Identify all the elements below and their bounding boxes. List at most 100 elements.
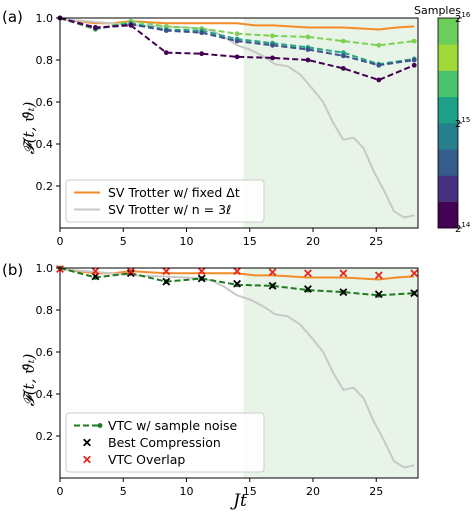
series-x-marker	[410, 289, 419, 298]
y-tick-label: 0.8	[36, 54, 54, 67]
x-tick-label: 5	[120, 485, 127, 498]
y-tick-label: 1.0	[36, 262, 54, 275]
series-x-marker	[197, 274, 206, 283]
x-tick-label: 25	[369, 485, 383, 498]
panel-b-label: (b)	[2, 261, 23, 279]
x-tick-label: 5	[120, 235, 127, 248]
panel-b-ylabel: 𝓕(t, ϑ̂ₜ)	[20, 353, 38, 406]
series-point	[340, 66, 346, 71]
series-point	[376, 77, 382, 83]
series-point	[234, 38, 240, 44]
series-x-marker	[304, 269, 312, 278]
series-x-marker	[233, 267, 242, 276]
colorbar: Samples 216 215 214	[414, 4, 471, 235]
x-tick-label: 20	[306, 485, 320, 498]
legend-label: SV Trotter w/ n = 3ℓ	[108, 202, 231, 217]
panel-a-shade	[243, 18, 418, 228]
y-tick-label: 0.6	[36, 96, 54, 109]
series-point	[411, 38, 417, 44]
colorbar-cell	[438, 149, 458, 176]
series-x-marker	[374, 271, 383, 280]
panel-b-frame	[59, 267, 419, 479]
colorbar-cell	[438, 201, 458, 229]
colorbar-tick-label: 215	[455, 116, 470, 130]
series-x-marker	[91, 267, 100, 276]
series-line	[59, 17, 415, 82]
series-x-marker	[126, 269, 135, 278]
series-point	[128, 22, 134, 28]
series-point	[234, 54, 240, 60]
series-x-marker	[233, 279, 242, 288]
colorbar-cell	[438, 175, 458, 203]
panel-b-shade	[243, 268, 418, 478]
colorbar-tick-label: 216	[455, 11, 471, 25]
x-tick-label: 10	[180, 485, 194, 498]
y-tick-label: 0.2	[36, 430, 54, 443]
y-tick-label: 0.2	[36, 180, 54, 193]
series-point	[163, 28, 169, 33]
y-tick-label: 1.0	[36, 12, 54, 25]
legend-label: SV Trotter w/ fixed Δt	[108, 185, 240, 200]
legend-box	[65, 412, 265, 473]
series-line	[59, 268, 415, 281]
series-x-marker	[339, 269, 348, 278]
panel-a-ylabel: 𝓕(t, ϑ̂ₜ)	[20, 101, 38, 154]
y-tick-label: 0.4	[36, 138, 54, 151]
series-point	[93, 25, 98, 30]
series-x-marker	[162, 267, 171, 276]
x-tick-label: 20	[306, 235, 320, 248]
series-point	[270, 33, 275, 39]
colorbar-cell	[438, 123, 458, 150]
series-x-marker	[410, 269, 419, 278]
series-x-marker	[126, 267, 135, 276]
colorbar-cell	[438, 18, 458, 45]
series-point	[270, 42, 275, 48]
legend-entry: VTC Overlap	[83, 452, 185, 467]
series-point	[305, 57, 311, 63]
x-tick-label: 0	[57, 485, 64, 498]
series-x-marker	[374, 290, 383, 299]
x-tick-label: 0	[57, 235, 64, 248]
legend-box	[65, 179, 265, 223]
series-point	[411, 57, 417, 63]
panel-a-frame	[59, 17, 419, 229]
y-tick-label: 0.4	[36, 388, 54, 401]
series-x-marker	[304, 285, 312, 293]
series-x-marker	[339, 288, 348, 297]
panel-a-legend: SV Trotter w/ fixed Δt SV Trotter w/ n = …	[65, 179, 265, 223]
x-tick-label: 15	[243, 235, 257, 248]
series-point	[199, 30, 205, 36]
series-x-marker	[162, 277, 171, 286]
legend-label: Best Compression	[108, 435, 221, 450]
colorbar-cell	[438, 44, 458, 71]
series-point	[270, 55, 275, 61]
series-x-marker	[197, 267, 206, 276]
legend-label: VTC Overlap	[108, 452, 185, 467]
series-point	[411, 62, 417, 68]
x-tick-label: 10	[180, 235, 194, 248]
series-point	[234, 31, 240, 37]
legend-label: VTC w/ sample noise	[108, 418, 238, 433]
colorbar-tick-label: 214	[455, 221, 471, 235]
y-tick-label: 0.6	[36, 346, 54, 359]
series-line	[59, 268, 415, 469]
panel-b: 0 5 10 15 20 250.20.40.60.81.0 (b) 𝓕(t, ϑ̂ₜ) …	[2, 261, 419, 511]
panel-b-legend: VTC w/ sample noise Best Compression VTC O…	[65, 412, 265, 473]
series-point	[340, 53, 346, 59]
series-point	[376, 62, 382, 68]
series-x-marker	[268, 281, 277, 290]
panel-a: 0 5 10 15 20 250.20.40.60.81.0 (a) 𝓕(t, ϑ̂ₜ) …	[2, 8, 419, 248]
y-tick-label: 0.8	[36, 304, 54, 317]
panel-a-label: (a)	[2, 8, 23, 26]
series-line	[59, 18, 415, 31]
legend-entry: Best Compression	[83, 435, 221, 450]
series-point	[305, 47, 311, 52]
x-tick-label: 25	[369, 235, 383, 248]
series-point	[163, 50, 169, 56]
colorbar-cell	[438, 96, 458, 124]
legend-entry: SV Trotter w/ fixed Δt	[74, 185, 240, 200]
series-point	[305, 34, 311, 40]
colorbar-cell	[438, 70, 458, 98]
panel-b-xlabel: Jt	[230, 491, 247, 511]
series-point	[340, 38, 346, 44]
